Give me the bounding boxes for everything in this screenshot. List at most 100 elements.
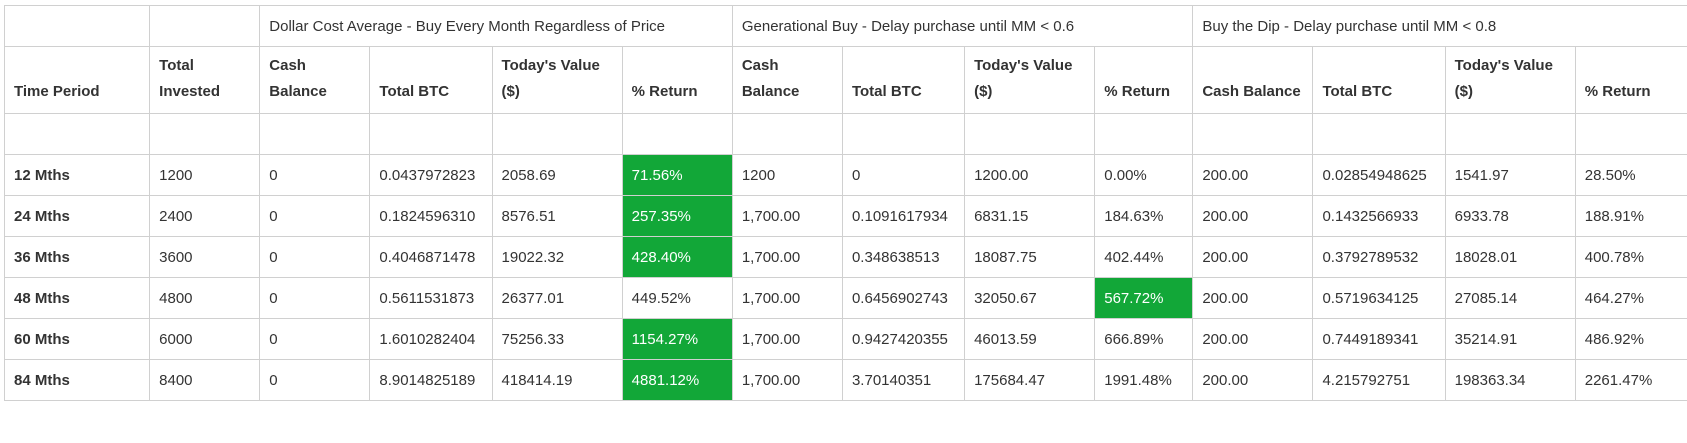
table-cell: 200.00 — [1193, 155, 1313, 196]
table-cell: 188.91% — [1575, 196, 1687, 237]
table-cell: 0.02854948625 — [1313, 155, 1445, 196]
table-cell: 0.7449189341 — [1313, 319, 1445, 360]
spacer-row — [5, 114, 1687, 155]
table-cell: 0.6456902743 — [842, 278, 964, 319]
table-cell: 449.52% — [622, 278, 732, 319]
table-cell: 1.6010282404 — [370, 319, 492, 360]
table-cell: 0 — [260, 237, 370, 278]
empty-cell — [1575, 114, 1687, 155]
table-cell: 2058.69 — [492, 155, 622, 196]
table-cell: 200.00 — [1193, 319, 1313, 360]
table-cell: 1,700.00 — [732, 360, 842, 401]
table-cell: 8.9014825189 — [370, 360, 492, 401]
table-cell: 402.44% — [1095, 237, 1193, 278]
empty-cell — [842, 114, 964, 155]
table-cell: 8400 — [150, 360, 260, 401]
empty-cell — [5, 114, 150, 155]
table-cell: 3600 — [150, 237, 260, 278]
column-header: Total Invested — [150, 47, 260, 114]
table-cell: 1541.97 — [1445, 155, 1575, 196]
table-cell: 6933.78 — [1445, 196, 1575, 237]
table-cell: 1,700.00 — [732, 319, 842, 360]
btc-strategy-table: Dollar Cost Average - Buy Every Month Re… — [4, 5, 1687, 401]
empty-cell — [370, 114, 492, 155]
column-header: Today's Value ($) — [1445, 47, 1575, 114]
table-cell: 1200 — [732, 155, 842, 196]
table-cell: 1200 — [150, 155, 260, 196]
table-cell: 28.50% — [1575, 155, 1687, 196]
table-cell: 0.1091617934 — [842, 196, 964, 237]
highlighted-return-cell: 428.40% — [622, 237, 732, 278]
table-cell: 1,700.00 — [732, 237, 842, 278]
column-header: Today's Value ($) — [492, 47, 622, 114]
table-cell: 0 — [260, 319, 370, 360]
column-header: Today's Value ($) — [965, 47, 1095, 114]
table-cell: 0.1432566933 — [1313, 196, 1445, 237]
empty-cell — [732, 114, 842, 155]
table-cell: 0.00% — [1095, 155, 1193, 196]
column-header: Time Period — [5, 47, 150, 114]
table-cell: 1200.00 — [965, 155, 1095, 196]
table-cell: 2400 — [150, 196, 260, 237]
column-header: Total BTC — [1313, 47, 1445, 114]
table-cell: 1,700.00 — [732, 196, 842, 237]
table-cell: 184.63% — [1095, 196, 1193, 237]
group-header-cell — [5, 6, 150, 47]
column-header: Cash Balance — [732, 47, 842, 114]
column-header: Total BTC — [370, 47, 492, 114]
table-cell: 0.3792789532 — [1313, 237, 1445, 278]
table-cell: 0.5719634125 — [1313, 278, 1445, 319]
table-cell: 198363.34 — [1445, 360, 1575, 401]
table-cell: 200.00 — [1193, 360, 1313, 401]
empty-cell — [1193, 114, 1313, 155]
table-cell: 3.70140351 — [842, 360, 964, 401]
table-cell: 32050.67 — [965, 278, 1095, 319]
table-cell: 27085.14 — [1445, 278, 1575, 319]
table-cell: 0 — [260, 196, 370, 237]
table-cell: 464.27% — [1575, 278, 1687, 319]
column-header: % Return — [1575, 47, 1687, 114]
table-cell: 6831.15 — [965, 196, 1095, 237]
table-cell: 18087.75 — [965, 237, 1095, 278]
table-cell: 0 — [842, 155, 964, 196]
table-cell: 19022.32 — [492, 237, 622, 278]
time-period-cell: 84 Mths — [5, 360, 150, 401]
table-cell: 18028.01 — [1445, 237, 1575, 278]
empty-cell — [492, 114, 622, 155]
table-cell: 486.92% — [1575, 319, 1687, 360]
empty-cell — [965, 114, 1095, 155]
highlighted-return-cell: 71.56% — [622, 155, 732, 196]
table-cell: 0.5611531873 — [370, 278, 492, 319]
table-cell: 418414.19 — [492, 360, 622, 401]
table-cell: 400.78% — [1575, 237, 1687, 278]
column-header: % Return — [622, 47, 732, 114]
time-period-cell: 24 Mths — [5, 196, 150, 237]
strategy-group-row: Dollar Cost Average - Buy Every Month Re… — [5, 6, 1687, 47]
column-header: % Return — [1095, 47, 1193, 114]
table-cell: 0 — [260, 278, 370, 319]
table-cell: 0.4046871478 — [370, 237, 492, 278]
time-period-cell: 36 Mths — [5, 237, 150, 278]
table-cell: 0 — [260, 155, 370, 196]
table-cell: 35214.91 — [1445, 319, 1575, 360]
column-header: Total BTC — [842, 47, 964, 114]
table-cell: 2261.47% — [1575, 360, 1687, 401]
column-header-row: Time Period Total Invested Cash Balance … — [5, 47, 1687, 114]
table-cell: 0.0437972823 — [370, 155, 492, 196]
table-cell: 0.1824596310 — [370, 196, 492, 237]
table-cell: 26377.01 — [492, 278, 622, 319]
time-period-cell: 48 Mths — [5, 278, 150, 319]
highlighted-return-cell: 1154.27% — [622, 319, 732, 360]
table-cell: 0.348638513 — [842, 237, 964, 278]
table-cell: 4800 — [150, 278, 260, 319]
column-header: Cash Balance — [260, 47, 370, 114]
table-cell: 666.89% — [1095, 319, 1193, 360]
table-cell: 6000 — [150, 319, 260, 360]
table-cell: 8576.51 — [492, 196, 622, 237]
